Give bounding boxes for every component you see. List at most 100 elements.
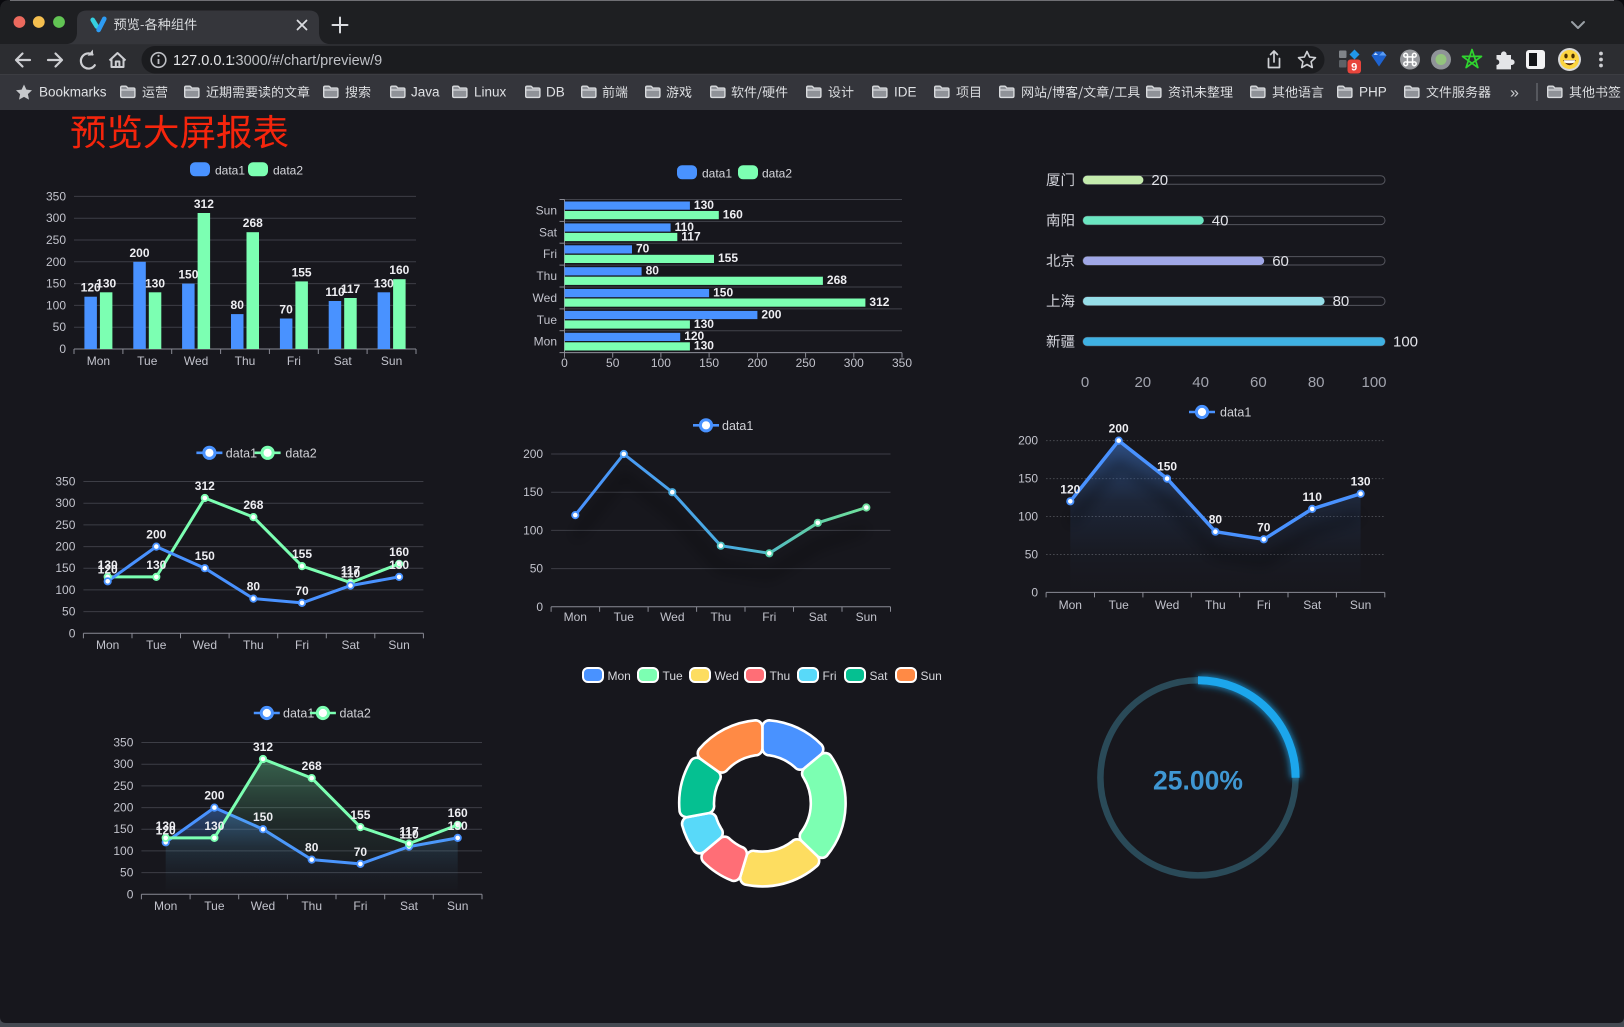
svg-text:117: 117 bbox=[399, 825, 419, 839]
svg-text:100: 100 bbox=[1361, 374, 1386, 391]
svg-text:250: 250 bbox=[796, 356, 816, 370]
svg-text:0: 0 bbox=[536, 600, 543, 614]
svg-text:70: 70 bbox=[295, 584, 309, 598]
svg-text:268: 268 bbox=[243, 498, 263, 512]
svg-text:110: 110 bbox=[1303, 490, 1323, 504]
svg-text:50: 50 bbox=[53, 320, 67, 334]
svg-text:Wed: Wed bbox=[251, 899, 275, 913]
svg-text:100: 100 bbox=[1393, 334, 1418, 351]
svg-text:Fri: Fri bbox=[762, 610, 776, 624]
svg-text:Wed: Wed bbox=[715, 669, 739, 683]
svg-text:9: 9 bbox=[1351, 62, 1357, 74]
svg-text:20: 20 bbox=[1151, 172, 1168, 189]
svg-text:DB: DB bbox=[546, 85, 565, 100]
svg-text:110: 110 bbox=[675, 220, 695, 234]
svg-text:Thu: Thu bbox=[243, 638, 264, 652]
svg-text:Mon: Mon bbox=[87, 354, 110, 368]
svg-text:200: 200 bbox=[1018, 434, 1038, 448]
svg-text:200: 200 bbox=[55, 540, 75, 554]
svg-text:130: 130 bbox=[389, 558, 409, 572]
svg-text:150: 150 bbox=[253, 810, 273, 824]
svg-text:110: 110 bbox=[325, 285, 345, 299]
svg-text:Sun: Sun bbox=[536, 203, 557, 217]
svg-text:350: 350 bbox=[46, 189, 66, 203]
svg-text:Sat: Sat bbox=[341, 638, 360, 652]
svg-text:data1: data1 bbox=[702, 166, 732, 180]
svg-text:300: 300 bbox=[46, 211, 66, 225]
svg-text:100: 100 bbox=[46, 298, 66, 312]
svg-text:80: 80 bbox=[247, 580, 261, 594]
svg-text:Sun: Sun bbox=[1350, 598, 1371, 612]
svg-text:data1: data1 bbox=[215, 163, 245, 177]
svg-text:0: 0 bbox=[1031, 585, 1038, 599]
svg-text:150: 150 bbox=[1018, 472, 1038, 486]
svg-text:127.0.0.1: 127.0.0.1 bbox=[173, 53, 233, 69]
svg-text:Wed: Wed bbox=[660, 610, 684, 624]
svg-text:300: 300 bbox=[55, 496, 75, 510]
svg-text:120: 120 bbox=[81, 281, 101, 295]
svg-text:Tue: Tue bbox=[537, 313, 558, 327]
svg-text:160: 160 bbox=[723, 207, 743, 221]
svg-text:data1: data1 bbox=[722, 419, 753, 433]
svg-text:250: 250 bbox=[113, 779, 133, 793]
svg-text:130: 130 bbox=[694, 198, 714, 212]
svg-text:70: 70 bbox=[636, 242, 650, 256]
svg-text:200: 200 bbox=[761, 307, 781, 321]
svg-text:Fri: Fri bbox=[1257, 598, 1271, 612]
svg-text:150: 150 bbox=[178, 268, 198, 282]
svg-text:312: 312 bbox=[253, 740, 273, 754]
svg-text:Sat: Sat bbox=[1303, 598, 1322, 612]
svg-text:Thu: Thu bbox=[301, 899, 322, 913]
svg-text:155: 155 bbox=[292, 265, 312, 279]
svg-text:data1: data1 bbox=[226, 446, 257, 460]
svg-text:150: 150 bbox=[55, 561, 75, 575]
svg-text:120: 120 bbox=[1060, 482, 1080, 496]
svg-text:0: 0 bbox=[127, 887, 134, 901]
svg-text:150: 150 bbox=[699, 356, 719, 370]
svg-text:120: 120 bbox=[98, 562, 118, 576]
svg-text:200: 200 bbox=[747, 356, 767, 370]
svg-text:50: 50 bbox=[1025, 548, 1039, 562]
svg-text:150: 150 bbox=[523, 485, 543, 499]
svg-text:0: 0 bbox=[69, 626, 76, 640]
svg-text:Fri: Fri bbox=[295, 638, 309, 652]
svg-text:200: 200 bbox=[1109, 422, 1129, 436]
svg-text:80: 80 bbox=[1209, 513, 1223, 527]
svg-text:50: 50 bbox=[530, 562, 544, 576]
svg-text:130: 130 bbox=[145, 276, 165, 290]
svg-text:200: 200 bbox=[523, 447, 543, 461]
svg-text:50: 50 bbox=[62, 605, 76, 619]
svg-text:80: 80 bbox=[1333, 293, 1350, 310]
svg-text::3000/#/chart/preview/9: :3000/#/chart/preview/9 bbox=[232, 53, 383, 69]
svg-text:»: » bbox=[1510, 85, 1519, 102]
svg-text:data2: data2 bbox=[285, 446, 316, 460]
svg-text:150: 150 bbox=[113, 822, 133, 836]
svg-text:Wed: Wed bbox=[533, 291, 557, 305]
svg-text:data2: data2 bbox=[273, 163, 303, 177]
svg-text:100: 100 bbox=[113, 844, 133, 858]
svg-text:150: 150 bbox=[46, 277, 66, 291]
svg-text:50: 50 bbox=[120, 866, 134, 880]
svg-text:130: 130 bbox=[1351, 475, 1371, 489]
svg-text:Java: Java bbox=[411, 85, 440, 100]
svg-text:Sat: Sat bbox=[400, 899, 419, 913]
svg-text:0: 0 bbox=[59, 342, 66, 356]
svg-text:Thu: Thu bbox=[235, 354, 256, 368]
svg-text:Sun: Sun bbox=[921, 669, 942, 683]
svg-text:Tue: Tue bbox=[146, 638, 167, 652]
svg-text:70: 70 bbox=[354, 845, 368, 859]
svg-text:200: 200 bbox=[46, 255, 66, 269]
svg-text:150: 150 bbox=[195, 549, 215, 563]
svg-text:60: 60 bbox=[1272, 253, 1289, 270]
svg-text:PHP: PHP bbox=[1359, 85, 1387, 100]
svg-text:Thu: Thu bbox=[536, 269, 557, 283]
svg-text:130: 130 bbox=[448, 819, 468, 833]
svg-text:40: 40 bbox=[1192, 374, 1209, 391]
svg-text:130: 130 bbox=[204, 819, 224, 833]
svg-text:300: 300 bbox=[844, 356, 864, 370]
svg-text:Thu: Thu bbox=[710, 610, 731, 624]
svg-text:0: 0 bbox=[561, 356, 568, 370]
svg-text:Wed: Wed bbox=[184, 354, 208, 368]
svg-text:data2: data2 bbox=[340, 707, 371, 721]
svg-text:data1: data1 bbox=[283, 707, 314, 721]
